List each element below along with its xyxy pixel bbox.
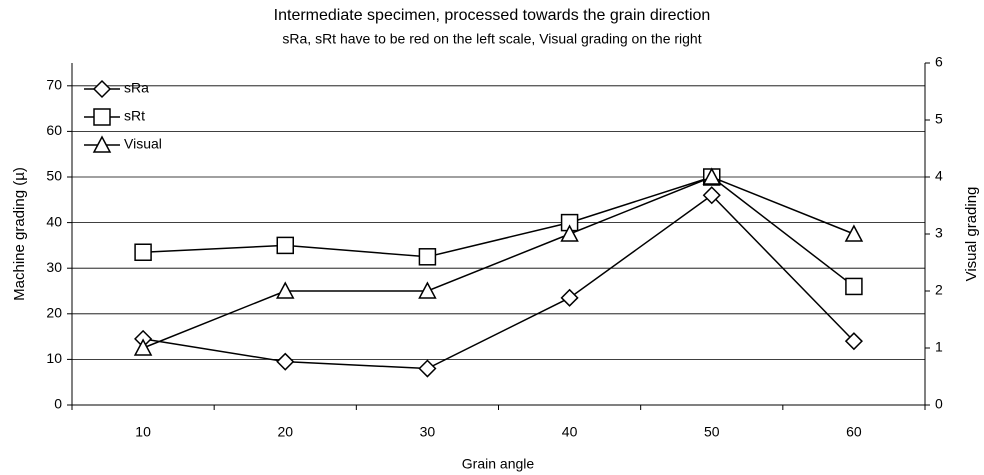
marker <box>560 224 579 242</box>
y-tick-label: 60 <box>46 122 62 138</box>
y-axis-label: Machine grading (µ) <box>11 167 28 301</box>
y2-tick-label: 3 <box>935 225 943 241</box>
marker <box>276 236 294 255</box>
x-tick-label: 10 <box>135 424 151 440</box>
marker <box>418 248 437 266</box>
marker <box>418 359 437 378</box>
y2-tick-label: 0 <box>935 396 943 412</box>
y2-tick-label: 6 <box>935 54 943 70</box>
x-tick-label: 40 <box>562 424 578 440</box>
chart-subtitle: sRa, sRt have to be red on the left scal… <box>282 31 701 47</box>
y-tick-label: 40 <box>46 213 62 229</box>
marker <box>702 186 721 205</box>
x-tick-label: 30 <box>420 424 436 440</box>
y-tick-label: 70 <box>46 77 62 93</box>
legend-label: Visual <box>124 136 162 152</box>
marker <box>133 338 153 356</box>
marker <box>560 288 579 307</box>
y-tick-label: 50 <box>46 168 62 184</box>
marker <box>702 167 721 185</box>
marker <box>845 277 863 296</box>
marker <box>844 332 863 351</box>
y-tick-label: 0 <box>54 396 62 412</box>
legend-label: sRa <box>124 80 149 96</box>
marker <box>92 79 112 99</box>
x-tick-label: 60 <box>846 424 862 440</box>
x-tick-label: 20 <box>277 424 293 440</box>
marker <box>93 108 111 126</box>
marker <box>418 281 437 299</box>
x-axis-label: Grain angle <box>462 456 535 472</box>
y2-tick-label: 1 <box>935 339 943 355</box>
y2-tick-label: 5 <box>935 111 943 127</box>
marker <box>276 281 295 299</box>
y-tick-label: 10 <box>46 350 62 366</box>
marker <box>844 224 864 242</box>
legend-label: sRt <box>124 108 145 124</box>
y-tick-label: 20 <box>46 305 62 321</box>
series-line <box>142 176 855 349</box>
series-line <box>143 176 855 288</box>
y2-axis-label: Visual grading <box>963 187 980 282</box>
y-tick-label: 30 <box>46 259 62 275</box>
series-line <box>142 194 855 370</box>
marker <box>134 243 152 261</box>
marker <box>276 352 295 371</box>
x-tick-label: 50 <box>704 424 720 440</box>
chart-title: Intermediate specimen, processed towards… <box>274 7 711 24</box>
marker <box>92 135 112 153</box>
y2-tick-label: 2 <box>935 282 943 298</box>
y2-tick-label: 4 <box>935 168 943 184</box>
